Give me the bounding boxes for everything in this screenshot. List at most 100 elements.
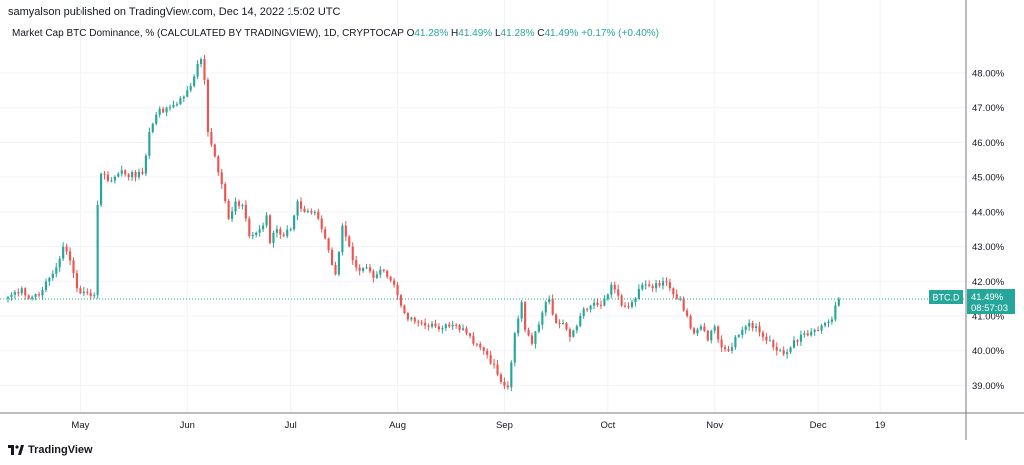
candle	[451, 320, 454, 330]
price-tag[interactable]: 41.49% 08:57:03	[967, 289, 1015, 314]
candle	[834, 301, 837, 322]
candle	[386, 269, 389, 279]
candle	[13, 290, 16, 300]
candle	[424, 318, 427, 330]
candle	[799, 330, 802, 346]
candle-body	[424, 322, 427, 326]
candle-body	[648, 284, 651, 286]
candle	[782, 346, 785, 357]
candle	[310, 208, 313, 215]
candle	[296, 199, 299, 221]
candle-body	[437, 326, 440, 330]
candle-body	[599, 304, 603, 306]
candle-body	[827, 321, 830, 323]
candle	[382, 268, 385, 273]
candle	[475, 342, 478, 347]
candle	[665, 277, 668, 287]
candle-body	[348, 236, 351, 247]
candle-body	[365, 267, 368, 269]
candle	[692, 327, 696, 335]
candle-body	[234, 201, 237, 212]
candle-body	[103, 173, 106, 175]
candle	[41, 287, 44, 300]
candle	[162, 106, 165, 114]
candle-body	[430, 323, 434, 327]
candle-body	[282, 234, 285, 237]
candle-body	[537, 324, 540, 332]
candle	[65, 243, 68, 255]
candle-body	[786, 352, 789, 355]
candle	[448, 321, 451, 329]
candle	[365, 264, 368, 270]
candle-body	[248, 218, 251, 237]
candle	[358, 264, 361, 276]
candle-body	[334, 264, 337, 275]
candle	[744, 325, 747, 334]
candle-body	[710, 330, 713, 341]
candle-body	[382, 269, 385, 271]
candle-body	[330, 250, 334, 265]
candle	[337, 251, 341, 277]
candle-body	[317, 211, 320, 219]
candle	[182, 95, 185, 103]
candle-body	[120, 170, 123, 174]
candle-body	[165, 107, 168, 113]
candle-body	[444, 324, 447, 329]
candle	[461, 324, 465, 331]
candle	[734, 335, 737, 350]
candle-body	[586, 308, 589, 310]
candle	[248, 216, 251, 239]
symbol-tag[interactable]: BTC.D	[929, 290, 963, 304]
candle	[86, 288, 89, 296]
candle	[775, 342, 778, 356]
tradingview-logo[interactable]: TradingView	[8, 444, 93, 456]
candle-body	[806, 333, 809, 336]
candle-body	[617, 289, 620, 296]
candle-body	[830, 319, 833, 322]
price-scale-bg[interactable]	[966, 0, 1024, 440]
candle	[279, 226, 282, 239]
candle	[430, 321, 434, 329]
candle	[751, 320, 754, 332]
candle-body	[389, 276, 392, 281]
candle-body	[213, 144, 216, 157]
candle	[389, 275, 392, 283]
candle-body	[368, 267, 372, 272]
candle	[110, 177, 113, 183]
candle	[830, 316, 833, 325]
candle-body	[227, 201, 230, 219]
candle-body	[286, 229, 289, 237]
candle	[527, 327, 530, 337]
candle	[158, 106, 161, 118]
candle	[534, 330, 537, 349]
candle-body	[810, 331, 813, 336]
candle	[627, 302, 630, 310]
candle	[303, 205, 306, 213]
candle-body	[303, 208, 306, 212]
candle-body	[603, 298, 606, 306]
candle	[641, 282, 644, 291]
candle-body	[148, 132, 151, 156]
candle-body	[630, 302, 634, 307]
candle-body	[6, 296, 10, 299]
candle	[717, 325, 720, 343]
candle	[72, 257, 75, 278]
candle-body	[472, 335, 475, 344]
candle-body	[58, 258, 61, 268]
candle-body	[299, 201, 303, 209]
candle	[803, 330, 806, 338]
candle-body	[741, 329, 744, 336]
candle-body	[203, 59, 206, 80]
candle-body	[610, 284, 613, 295]
candle-body	[799, 334, 802, 342]
candle-body	[79, 288, 82, 294]
candle-body	[765, 336, 768, 341]
candle-body	[548, 298, 551, 303]
candle	[565, 322, 568, 331]
candle	[624, 302, 627, 309]
candle	[289, 227, 292, 232]
candle	[820, 323, 823, 334]
candle-body	[106, 174, 110, 181]
candle-body	[341, 225, 344, 253]
